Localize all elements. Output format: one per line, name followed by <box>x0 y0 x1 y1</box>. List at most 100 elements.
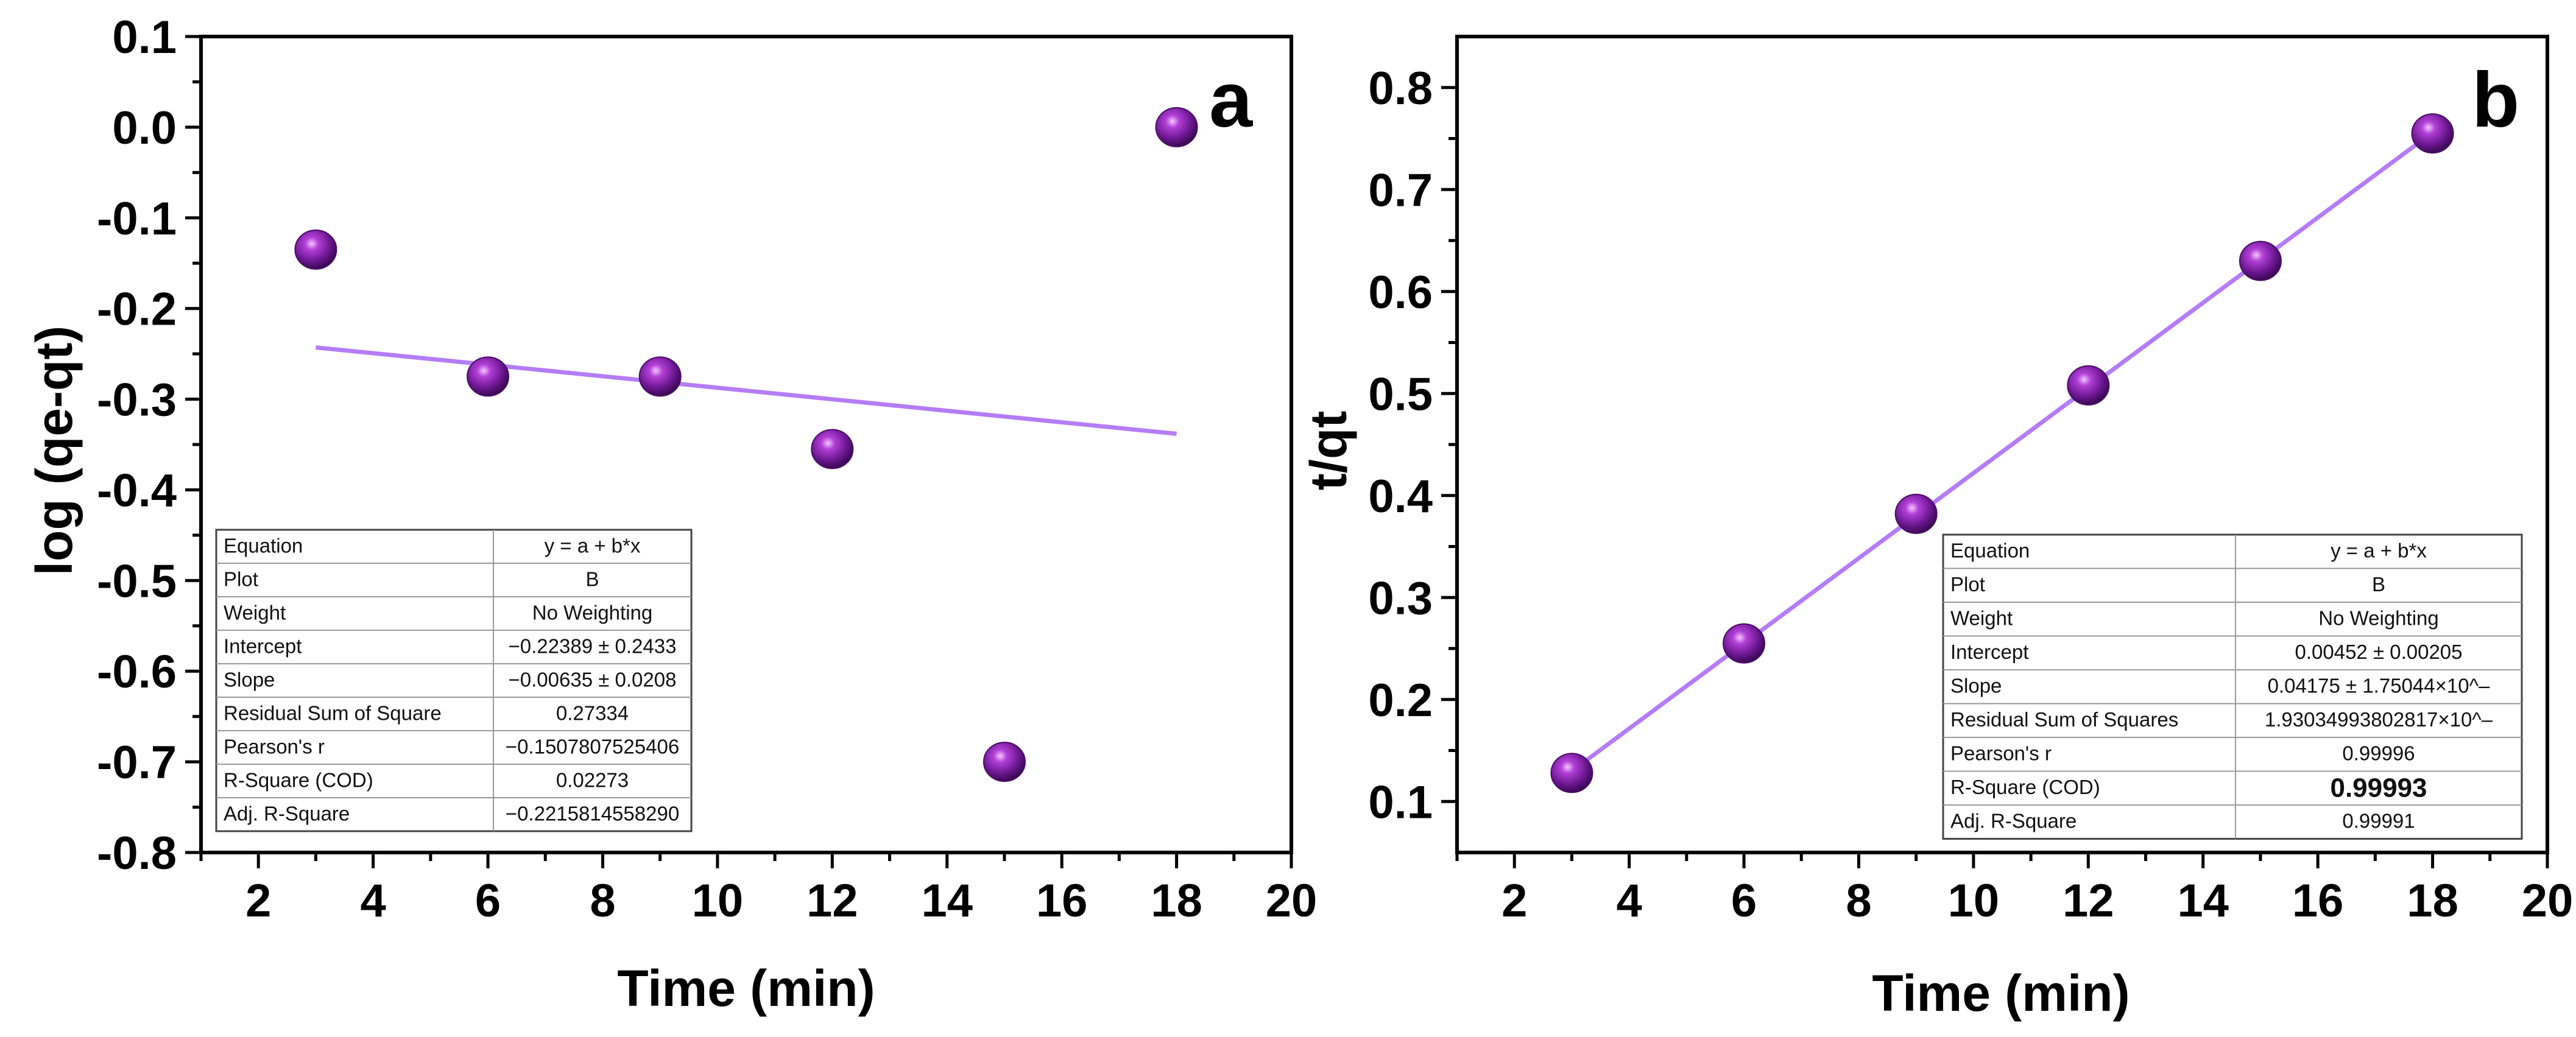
stats-table-b: Equation y = a + b*x Plot B Weight No Weighti… <box>1942 533 2523 840</box>
stats-table-value: 0.02273 <box>556 768 629 791</box>
stats-table-value: No Weighting <box>2318 607 2439 630</box>
x-tick-label: 12 <box>2063 875 2114 927</box>
stats-table-value: 0.99991 <box>2342 810 2415 832</box>
y-tick-label: 0.1 <box>112 12 177 63</box>
x-tick-label: 14 <box>921 875 973 927</box>
stats-table-value: −0.1507807525406 <box>506 735 679 758</box>
x-tick-label: 16 <box>2292 875 2344 927</box>
stats-table-value: B <box>585 568 599 590</box>
stats-table-label: Equation <box>224 534 303 557</box>
stats-table-value: 0.27334 <box>556 701 629 724</box>
x-tick-label: 20 <box>1266 875 1318 927</box>
x-tick-label: 14 <box>2177 875 2229 927</box>
stats-table-value: 0.00452 ± 0.00205 <box>2295 641 2462 663</box>
stats-table-value: 0.04175 ± 1.75044×10^– <box>2268 675 2490 697</box>
stats-table-value: 1.93034993802817×10^– <box>2265 708 2493 731</box>
axis-ticks-b <box>1441 86 2549 868</box>
y-tick-label: 0.0 <box>112 102 177 154</box>
x-tick-label: 2 <box>245 875 271 927</box>
stats-table-label: Residual Sum of Square <box>224 701 442 724</box>
x-tick-label: 2 <box>1501 875 1527 927</box>
x-axis-title-a: Time (min) <box>617 960 875 1017</box>
stats-table-label: Weight <box>224 601 286 624</box>
stats-table-value: 0.99993 <box>2330 773 2427 803</box>
stats-table-label: Slope <box>224 668 275 691</box>
y-tick-label: -0.6 <box>97 646 177 698</box>
stats-table-label: Equation <box>1950 540 2030 562</box>
data-point <box>1894 493 1938 534</box>
data-point <box>1155 107 1198 147</box>
stats-table-label: Slope <box>1950 675 2002 697</box>
x-tick-label: 16 <box>1036 875 1088 927</box>
y-tick-label: -0.5 <box>97 555 177 607</box>
data-point <box>1723 623 1766 664</box>
panel-b: 0.80.70.60.50.40.30.20.1 2 4 6 8 10 12 14 16 18 2… <box>1300 35 2573 1022</box>
y-tick-label: -0.2 <box>97 284 177 336</box>
stats-table-label: R-Square (COD) <box>224 768 373 791</box>
x-tick-label: 6 <box>475 875 501 927</box>
x-tick-label: 8 <box>590 875 615 927</box>
stats-table-label: Plot <box>224 568 258 590</box>
x-tick-label: 4 <box>1616 875 1642 927</box>
y-tick-label: 0.4 <box>1368 471 1433 522</box>
y-tick-labels-a: 0.1 0.0 -0.1 -0.2 -0.3 -0.4 -0.5 -0.6 -0.7 -0.8 <box>97 12 177 879</box>
x-tick-label: 8 <box>1846 875 1871 927</box>
stats-table-label: R-Square (COD) <box>1950 776 2100 798</box>
y-tick-label: -0.1 <box>97 193 177 245</box>
data-point <box>294 229 337 270</box>
stats-table-value: y = a + b*x <box>545 534 641 557</box>
y-tick-label: -0.8 <box>97 828 177 879</box>
data-point <box>2411 113 2454 154</box>
y-tick-label: -0.3 <box>97 374 177 426</box>
stats-table-value: B <box>2372 573 2385 596</box>
data-point <box>638 356 682 397</box>
data-points-b <box>1550 113 2454 793</box>
panel-a: 0.1 0.0 -0.1 -0.2 -0.3 -0.4 -0.5 -0.6 -0.7 -0.8 2… <box>26 12 1317 1017</box>
x-tick-labels-b: 2 4 6 8 10 12 14 16 18 20 <box>1501 875 2573 927</box>
stats-table-value: y = a + b*x <box>2331 540 2427 562</box>
data-point <box>2067 365 2110 406</box>
x-tick-label: 12 <box>806 875 858 927</box>
fit-line-b <box>1570 130 2434 773</box>
fit-line-a <box>316 345 1177 436</box>
stats-table-label: Pearson's r <box>1950 742 2052 765</box>
x-tick-label: 4 <box>360 875 386 927</box>
stats-table-value: −0.2215814558290 <box>506 802 679 824</box>
y-tick-label: 0.6 <box>1368 267 1433 318</box>
stats-table-label: Pearson's r <box>224 735 325 758</box>
x-axis-title-b: Time (min) <box>1872 965 2130 1022</box>
stats-table-label: Weight <box>1950 607 2013 630</box>
stats-table-value: 0.99996 <box>2342 742 2415 765</box>
stats-table-value: No Weighting <box>532 601 653 624</box>
x-tick-label: 6 <box>1731 875 1757 927</box>
panel-letter-a: a <box>1209 57 1253 144</box>
x-tick-labels-a: 2 4 6 8 10 12 14 16 18 20 <box>245 875 1317 927</box>
panel-letter-b: b <box>2472 57 2519 144</box>
x-tick-label: 10 <box>692 875 744 927</box>
x-tick-label: 18 <box>2407 875 2458 927</box>
stats-table-a: Equation y = a + b*x Plot B Weight No Weighti… <box>215 529 693 832</box>
stats-table-label: Adj. R-Square <box>1950 810 2077 832</box>
y-tick-label: 0.5 <box>1368 368 1433 420</box>
x-tick-label: 18 <box>1151 875 1202 927</box>
y-tick-label: 0.8 <box>1368 63 1433 114</box>
data-point <box>1550 753 1593 793</box>
stats-table-label: Intercept <box>1950 641 2028 663</box>
stats-table-frame <box>215 529 693 832</box>
stats-table-frame <box>1942 533 2523 840</box>
stats-table-value: −0.00635 ± 0.0208 <box>509 668 677 691</box>
data-point <box>983 742 1026 782</box>
data-point <box>2239 241 2282 281</box>
stats-table-label: Residual Sum of Squares <box>1950 708 2178 731</box>
data-point <box>811 429 854 469</box>
y-tick-label: 0.3 <box>1368 572 1433 624</box>
y-tick-label: -0.4 <box>97 465 177 516</box>
axis-ticks-a <box>185 35 1293 868</box>
x-tick-label: 20 <box>2522 875 2574 927</box>
y-tick-label: 0.1 <box>1368 776 1433 828</box>
stats-table-label: Intercept <box>224 635 302 657</box>
y-tick-label: -0.7 <box>97 737 177 789</box>
y-axis-title-a: log (qe-qt) <box>26 326 83 576</box>
stats-table-value: −0.22389 ± 0.2433 <box>509 635 677 657</box>
